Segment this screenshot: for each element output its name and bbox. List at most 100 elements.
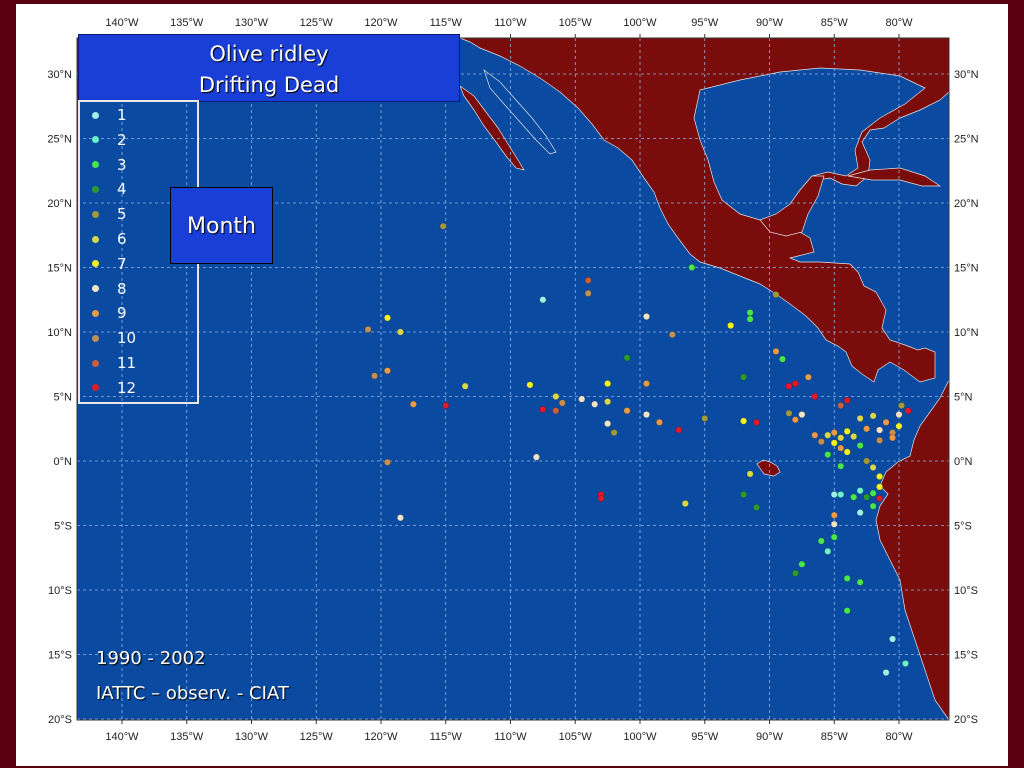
lat-tick-label-left: 20°N	[47, 198, 72, 210]
lon-tick-label-top: 115°W	[430, 17, 463, 29]
legend-item: 12	[92, 377, 136, 399]
data-point	[668, 331, 676, 339]
legend-label: 10	[117, 329, 137, 348]
legend-item: 1	[92, 104, 127, 126]
legend-dot	[92, 161, 99, 169]
legend-dot	[92, 111, 99, 119]
legend-label: 9	[117, 304, 127, 323]
data-point	[856, 414, 864, 422]
data-point	[623, 354, 631, 362]
data-point	[882, 669, 890, 677]
lon-tick-label-top: 120°W	[364, 17, 398, 29]
data-point	[442, 402, 450, 409]
legend-item: 2	[92, 129, 127, 151]
data-point	[876, 483, 884, 491]
data-point	[604, 380, 612, 388]
lat-tick-label-left: 10°S	[48, 585, 72, 597]
axis-ticks: 140°W 140°W 135°W 135°W 130°W 130°W 125°W 125°W…	[47, 17, 978, 743]
data-point	[863, 457, 871, 465]
data-point	[384, 458, 391, 466]
data-point	[824, 547, 832, 555]
legend-dot	[92, 384, 99, 392]
lon-tick-label-top: 125°W	[300, 17, 334, 29]
data-point	[597, 494, 605, 502]
data-point	[532, 453, 540, 461]
data-point	[643, 411, 650, 419]
data-point	[688, 264, 696, 271]
data-point	[830, 491, 838, 498]
lon-tick-label-top: 130°W	[235, 17, 269, 29]
data-point	[843, 607, 851, 615]
data-point	[830, 520, 838, 528]
data-point	[843, 448, 851, 456]
data-point	[830, 511, 838, 519]
legend-dot	[92, 285, 99, 293]
data-point	[876, 426, 884, 434]
lat-tick-label-right: 0°N	[954, 456, 973, 468]
lon-tick-label-bottom: 110°W	[494, 731, 527, 743]
lon-tick-label-bottom: 125°W	[300, 731, 334, 743]
lon-tick-label-top: 80°W	[885, 17, 913, 29]
title-line-2: Drifting Dead	[198, 73, 340, 97]
data-point	[830, 429, 838, 437]
data-point	[727, 322, 735, 329]
data-point	[856, 578, 864, 586]
lon-tick-label-top: 90°W	[756, 17, 784, 29]
data-point	[746, 309, 754, 317]
legend-label: 4	[117, 180, 127, 199]
cuba	[847, 167, 942, 187]
data-point	[869, 502, 877, 510]
lat-tick-label-left: 25°N	[47, 134, 72, 146]
data-point	[623, 407, 631, 415]
land-masses	[459, 37, 950, 722]
lat-tick-label-left: 0°N	[54, 456, 73, 468]
legend-item: 6	[92, 228, 127, 250]
legend-dot	[92, 235, 99, 243]
lon-tick-label-top: 110°W	[494, 17, 527, 29]
data-point	[824, 451, 832, 458]
data-point	[811, 393, 819, 400]
lat-tick-label-left: 5°N	[54, 392, 73, 404]
lon-tick-label-top: 85°W	[821, 17, 849, 29]
data-point	[824, 431, 832, 439]
data-point	[384, 367, 391, 375]
lat-tick-label-left: 30°N	[47, 69, 72, 81]
lon-tick-label-bottom: 135°W	[170, 731, 204, 743]
lat-tick-label-right: 20°N	[954, 198, 979, 210]
data-point	[785, 409, 793, 417]
lat-tick-label-right: 15°S	[954, 650, 978, 662]
legend-label: 5	[117, 205, 127, 224]
data-point	[558, 399, 566, 407]
data-point	[746, 315, 754, 323]
data-point	[798, 411, 806, 419]
data-point	[578, 395, 586, 403]
legend-label: 11	[117, 354, 137, 372]
lon-tick-label-bottom: 90°W	[756, 731, 784, 743]
legend-dot	[92, 210, 99, 218]
data-point	[876, 436, 884, 444]
legend-dot	[92, 359, 99, 367]
data-point	[863, 425, 871, 433]
legend-dot	[92, 334, 99, 342]
lat-tick-label-right: 10°N	[954, 327, 979, 339]
lat-tick-label-left: 15°N	[47, 263, 72, 275]
lat-tick-label-left: 5°S	[54, 521, 72, 533]
gulf-of-california	[483, 69, 557, 155]
data-point	[655, 418, 663, 426]
data-point	[889, 434, 896, 442]
data-point	[409, 400, 417, 408]
data-point	[804, 373, 812, 381]
year-range: 1990 - 2002	[96, 648, 206, 669]
data-point	[584, 289, 592, 297]
legend-label: 6	[117, 230, 127, 248]
data-point	[882, 418, 890, 426]
data-point	[898, 402, 906, 409]
data-point	[753, 418, 760, 426]
lat-tick-label-right: 15°N	[954, 263, 979, 275]
data-point	[396, 514, 404, 522]
legend-label: 12	[117, 378, 137, 397]
data-point	[384, 314, 391, 322]
data-point	[539, 296, 547, 304]
lat-tick-label-left: 10°N	[47, 327, 72, 339]
title-line-1: Olive ridley	[209, 42, 329, 66]
